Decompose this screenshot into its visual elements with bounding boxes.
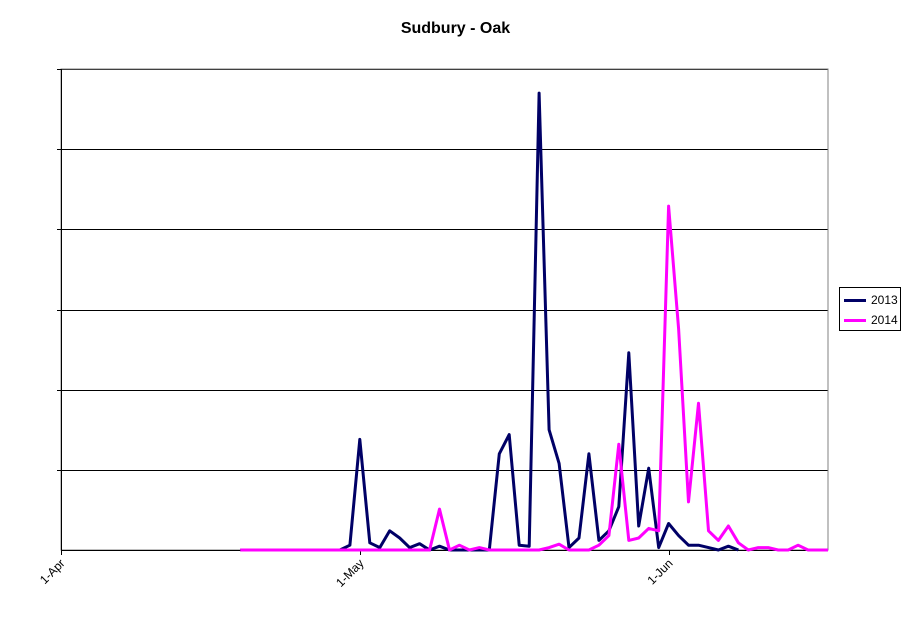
legend-entry-2013: 2013 bbox=[844, 291, 898, 309]
x-tick-label-1: 1-May bbox=[333, 556, 366, 589]
x-tick-labels: 1-Apr 1-May 1-Jun bbox=[37, 556, 676, 589]
legend: 2013 2014 bbox=[839, 287, 901, 331]
legend-swatch-2013 bbox=[844, 298, 866, 302]
legend-label-2014: 2014 bbox=[871, 313, 898, 327]
series-lines bbox=[240, 91, 828, 552]
legend-swatch-2014 bbox=[844, 318, 866, 322]
gridlines bbox=[61, 69, 828, 471]
legend-label-2013: 2013 bbox=[871, 293, 898, 307]
series-line-2014 bbox=[240, 204, 828, 552]
x-tick-label-2: 1-Jun bbox=[644, 556, 675, 587]
legend-entry-2014: 2014 bbox=[844, 311, 898, 329]
x-tick-label-0: 1-Apr bbox=[37, 556, 68, 587]
axes bbox=[57, 68, 829, 555]
chart-title: Sudbury - Oak bbox=[400, 20, 511, 37]
plot-border bbox=[60, 68, 829, 551]
